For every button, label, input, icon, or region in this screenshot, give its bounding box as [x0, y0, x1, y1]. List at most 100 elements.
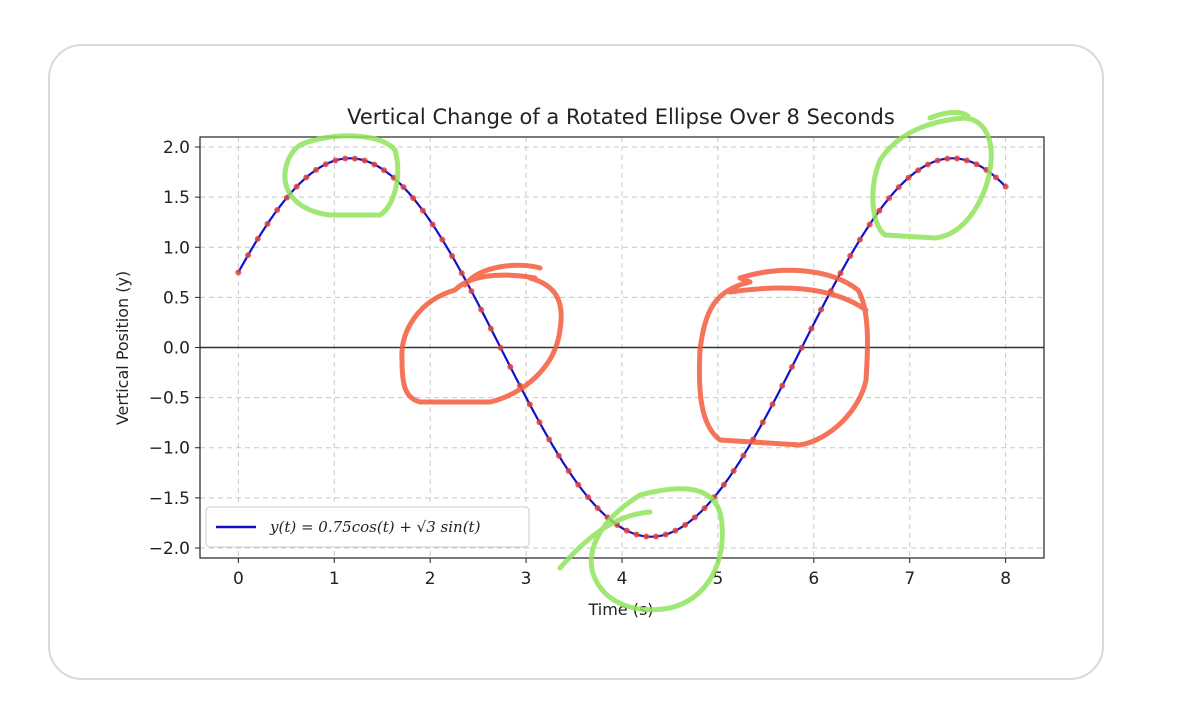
data-point [837, 270, 844, 277]
data-point [963, 157, 970, 164]
x-tick-label: 0 [233, 569, 244, 589]
data-point [342, 155, 349, 162]
x-tick-label: 1 [329, 569, 340, 589]
data-point [293, 183, 300, 190]
data-point [235, 269, 242, 276]
data-point [1002, 183, 1009, 190]
data-point [546, 436, 553, 443]
x-tick-label: 4 [617, 569, 628, 589]
data-point [264, 220, 271, 227]
red-circle-annotation [399, 262, 564, 405]
data-point [555, 452, 562, 459]
y-tick-label: 0.5 [163, 288, 190, 308]
annotation-marks [282, 109, 994, 613]
x-tick-label: 3 [521, 569, 532, 589]
legend: y(t) = 0.75cos(t) + √3 sin(t) [205, 506, 530, 548]
data-point [429, 221, 436, 228]
data-point [449, 252, 456, 259]
data-point [730, 467, 737, 474]
y-tick-label: 1.5 [163, 188, 190, 208]
chart-card [48, 44, 1104, 680]
y-tick-label: −2.0 [149, 539, 190, 559]
data-point [856, 236, 863, 243]
data-point [245, 252, 252, 259]
data-point [682, 521, 689, 528]
data-point [924, 161, 931, 168]
y-tick-label: −1.0 [149, 439, 190, 459]
data-point [915, 167, 922, 174]
data-point [274, 206, 281, 213]
data-point [536, 419, 543, 426]
data-point [798, 344, 805, 351]
data-point [944, 155, 951, 162]
data-point [526, 401, 533, 408]
data-point [371, 161, 378, 168]
data-point [478, 306, 485, 313]
legend-label: y(t) = 0.75cos(t) + √3 sin(t) [269, 518, 481, 536]
data-point [313, 166, 320, 173]
data-point [361, 157, 368, 164]
data-point [507, 363, 514, 370]
data-point [303, 174, 310, 181]
data-point [652, 533, 659, 540]
data-point [866, 221, 873, 228]
data-point [769, 401, 776, 408]
data-point [351, 155, 358, 162]
x-tick-label: 6 [808, 569, 819, 589]
x-tick-label: 2 [425, 569, 436, 589]
x-axis-ticks: 0 1 2 3 4 5 6 7 8 [233, 558, 1011, 589]
x-axis-label: Time (s) [587, 600, 653, 619]
data-point [381, 167, 388, 174]
data-point [439, 236, 446, 243]
data-point [973, 161, 980, 168]
data-point [410, 195, 417, 202]
x-tick-label: 5 [712, 569, 723, 589]
data-point [633, 531, 640, 538]
x-tick-label: 7 [904, 569, 915, 589]
data-point [808, 325, 815, 332]
data-point [497, 344, 504, 351]
data-point [468, 288, 475, 295]
data-point [905, 174, 912, 181]
y-tick-label: 2.0 [163, 138, 190, 158]
data-point [487, 325, 494, 332]
y-tick-label: −1.5 [149, 489, 190, 509]
data-point [565, 467, 572, 474]
data-point [886, 195, 893, 202]
data-point [332, 157, 339, 164]
data-point [779, 382, 786, 389]
data-point [895, 184, 902, 191]
data-point [662, 531, 669, 538]
y-tick-label: −0.5 [149, 389, 190, 409]
data-point [740, 452, 747, 459]
data-point [847, 252, 854, 259]
x-tick-label: 8 [1000, 569, 1011, 589]
data-point [691, 514, 698, 521]
chart-title: Vertical Change of a Rotated Ellipse Ove… [347, 105, 895, 129]
y-tick-label: 0.0 [163, 339, 190, 359]
data-point [623, 527, 630, 534]
data-point [818, 306, 825, 313]
data-point [788, 363, 795, 370]
red-circle-annotation [696, 267, 871, 448]
data-point [701, 505, 708, 512]
y-axis-ticks: 2.0 1.5 1.0 0.5 0.0 −0.5 −1.0 −1.5 −2.0 [149, 138, 200, 559]
data-point [720, 481, 727, 488]
data-point [254, 235, 261, 242]
data-point [594, 505, 601, 512]
data-point [759, 419, 766, 426]
data-point [876, 207, 883, 214]
data-point [992, 174, 999, 181]
data-point [322, 161, 329, 168]
y-tick-label: 1.0 [163, 238, 190, 258]
data-point [643, 533, 650, 540]
y-axis-label: Vertical Position (y) [113, 271, 132, 425]
green-circle-annotation [870, 109, 994, 241]
markers-layer [235, 155, 1009, 540]
data-point [934, 157, 941, 164]
data-point [585, 494, 592, 501]
data-point [400, 184, 407, 191]
data-point [575, 481, 582, 488]
green-circle-annotation [557, 486, 725, 613]
